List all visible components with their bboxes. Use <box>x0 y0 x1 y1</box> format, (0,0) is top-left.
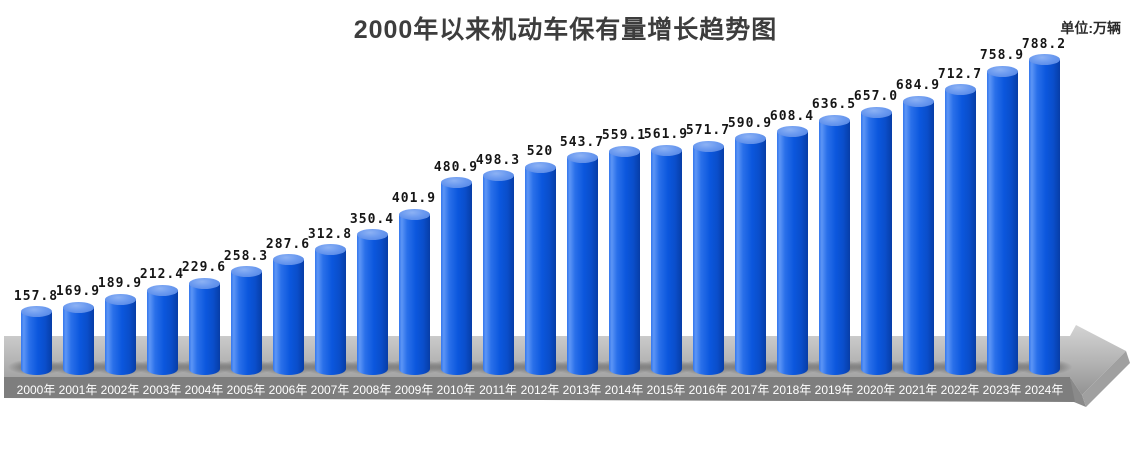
bar-2011年 <box>482 170 514 375</box>
bar-2017年 <box>734 133 766 375</box>
bar-2008年 <box>356 229 388 375</box>
bar-value-label: 401.9 <box>391 191 437 207</box>
bar-2024年 <box>1028 54 1060 375</box>
bar-2019年 <box>818 114 850 375</box>
arrow-front-face <box>4 377 1075 402</box>
bar-value-label: 684.9 <box>895 78 941 94</box>
bar-value-label: 312.8 <box>307 226 353 242</box>
x-axis-label: 2021年 <box>898 383 938 397</box>
x-axis-label: 2015年 <box>646 383 686 397</box>
x-axis-label: 2022年 <box>940 383 980 397</box>
x-axis-label: 2009年 <box>394 383 434 397</box>
x-axis-label: 2018年 <box>772 383 812 397</box>
bar-2021年 <box>902 95 934 375</box>
bar-value-label: 287.6 <box>265 236 311 252</box>
bar-value-label: 608.4 <box>769 108 815 124</box>
bar-value-label: 189.9 <box>97 276 143 292</box>
bar-2010年 <box>440 177 472 375</box>
bar-value-label: 229.6 <box>181 260 227 276</box>
bar-2022年 <box>944 84 976 375</box>
bar-2015年 <box>650 144 682 375</box>
x-axis-label: 2006年 <box>268 383 308 397</box>
unit-label: 单位:万辆 <box>1060 20 1121 36</box>
x-axis-label: 2005年 <box>226 383 266 397</box>
bar-value-label: 712.7 <box>937 66 983 82</box>
bar-2000年 <box>20 306 52 375</box>
bar-value-label: 559.1 <box>601 128 647 144</box>
x-axis-label: 2020年 <box>856 383 896 397</box>
bar-value-label: 258.3 <box>223 248 269 264</box>
x-axis-label: 2017年 <box>730 383 770 397</box>
x-axis-label: 2019年 <box>814 383 854 397</box>
bar-value-label: 636.5 <box>811 97 857 113</box>
bar-value-label: 788.2 <box>1021 36 1067 52</box>
x-axis-label: 2024年 <box>1024 383 1064 397</box>
x-axis-label: 2013年 <box>562 383 602 397</box>
bar-2018年 <box>776 126 808 375</box>
x-axis-label: 2001年 <box>58 383 98 397</box>
bar-value-label: 758.9 <box>979 48 1025 64</box>
bar-2003年 <box>146 284 178 375</box>
bar-2013年 <box>566 152 598 375</box>
x-axis-label: 2003年 <box>142 383 182 397</box>
bar-value-label: 157.8 <box>13 288 59 304</box>
bar-2020年 <box>860 106 892 375</box>
x-axis-label: 2012年 <box>520 383 560 397</box>
bar-value-label: 212.4 <box>139 267 185 283</box>
bar-2006年 <box>272 254 304 375</box>
bar-2009年 <box>398 208 430 375</box>
bar-2002年 <box>104 293 136 375</box>
x-axis-label: 2014年 <box>604 383 644 397</box>
bar-value-label: 571.7 <box>685 123 731 139</box>
x-axis-label: 2008年 <box>352 383 392 397</box>
chart-title: 2000年以来机动车保有量增长趋势图 <box>353 16 778 44</box>
bar-value-label: 350.4 <box>349 211 395 227</box>
x-axis-label: 2002年 <box>100 383 140 397</box>
bar-2016年 <box>692 140 724 375</box>
bar-value-label: 498.3 <box>475 152 521 168</box>
bar-2014年 <box>608 145 640 375</box>
x-axis-label: 2000年 <box>16 383 56 397</box>
bar-2004年 <box>188 277 220 375</box>
x-axis-label: 2007年 <box>310 383 350 397</box>
arrow-head-underside <box>1082 351 1130 407</box>
bar-value-label: 520 <box>526 144 554 159</box>
bar-2001年 <box>62 301 94 375</box>
bar-value-label: 480.9 <box>433 159 479 175</box>
bar-2012年 <box>524 161 556 375</box>
x-axis-label: 2011年 <box>479 383 517 397</box>
bar-value-label: 561.9 <box>643 127 689 143</box>
bar-2023年 <box>986 65 1018 375</box>
bar-value-label: 169.9 <box>55 284 101 300</box>
bar-value-label: 543.7 <box>559 134 605 150</box>
bar-2007年 <box>314 244 346 375</box>
bar-2005年 <box>230 266 262 375</box>
x-axis-label: 2004年 <box>184 383 224 397</box>
x-axis-label: 2023年 <box>982 383 1022 397</box>
bar-value-label: 590.9 <box>727 115 773 131</box>
bar-value-label: 657.0 <box>853 89 899 105</box>
x-axis-label: 2010年 <box>436 383 476 397</box>
x-axis-label: 2016年 <box>688 383 728 397</box>
